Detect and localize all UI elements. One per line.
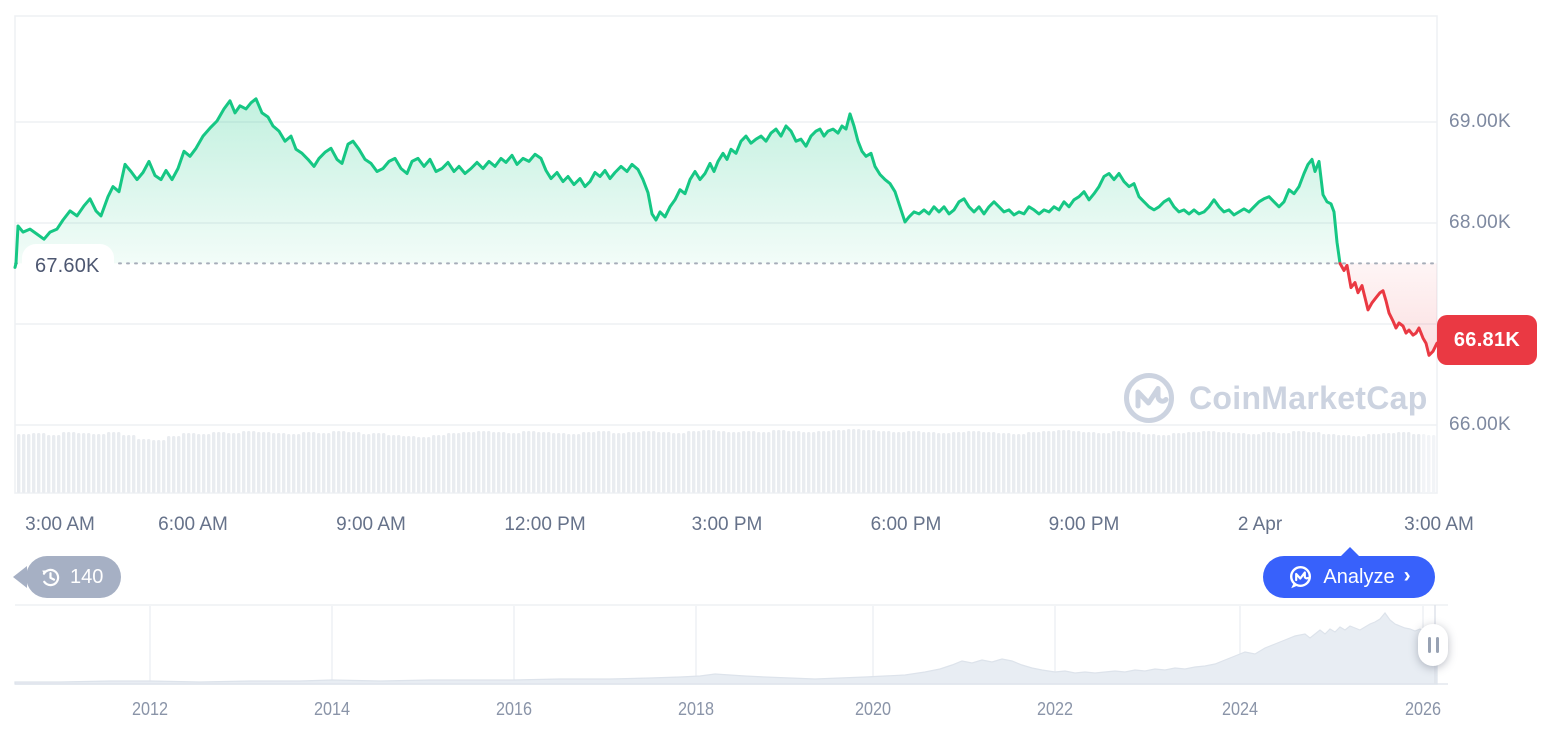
year-axis-tick: 2020 xyxy=(854,699,892,719)
x-axis-tick: 3:00 AM xyxy=(1404,514,1474,535)
year-axis-tick: 2026 xyxy=(1404,699,1442,719)
year-axis-tick: 2014 xyxy=(313,699,351,719)
history-badge-left-caret xyxy=(13,566,27,588)
y-axis-label: 66.00K xyxy=(1449,414,1512,435)
x-axis-tick: 9:00 AM xyxy=(336,514,406,535)
year-axis-tick: 2024 xyxy=(1221,699,1259,719)
coinmarketcap-watermark: CoinMarketCap xyxy=(1122,371,1428,425)
analyze-button[interactable]: Analyze › xyxy=(1263,547,1435,598)
x-axis-tick: 3:00 AM xyxy=(25,514,95,535)
watermark-text: CoinMarketCap xyxy=(1189,379,1428,416)
year-axis-tick: 2022 xyxy=(1036,699,1074,719)
open-price-label: 67.60K xyxy=(22,244,114,288)
coinmarketcap-logo-icon xyxy=(1124,373,1174,423)
y-axis-label: 69.00K xyxy=(1449,111,1512,132)
history-count: 140 xyxy=(70,565,104,588)
main-price-chart[interactable] xyxy=(0,0,1566,555)
last-price-badge: 66.81K xyxy=(1437,315,1537,365)
year-axis-tick: 2012 xyxy=(131,699,169,719)
y-axis-label: 68.00K xyxy=(1449,212,1512,233)
handle-grip-bar xyxy=(1435,637,1439,653)
history-clock-icon xyxy=(41,568,60,586)
x-axis-tick: 12:00 PM xyxy=(504,514,586,535)
x-axis-tick: 2 Apr xyxy=(1237,514,1283,535)
x-axis-tick: 3:00 PM xyxy=(691,514,763,535)
x-axis-tick: 6:00 PM xyxy=(870,514,942,535)
handle-grip-bar xyxy=(1427,637,1431,653)
year-axis-tick: 2016 xyxy=(495,699,533,719)
x-axis-tick: 6:00 AM xyxy=(158,514,228,535)
analyze-label: Analyze xyxy=(1323,565,1395,588)
cmc-chat-icon xyxy=(1290,565,1312,588)
open-price-value: 67.60K xyxy=(35,254,100,277)
year-axis-tick: 2018 xyxy=(677,699,715,719)
analyze-button-caret xyxy=(1339,547,1361,558)
chevron-right-icon: › xyxy=(1403,564,1411,587)
navigator-resize-handle[interactable] xyxy=(1418,624,1448,666)
x-axis-tick: 9:00 PM xyxy=(1048,514,1120,535)
history-count-badge[interactable]: 140 xyxy=(13,556,122,598)
